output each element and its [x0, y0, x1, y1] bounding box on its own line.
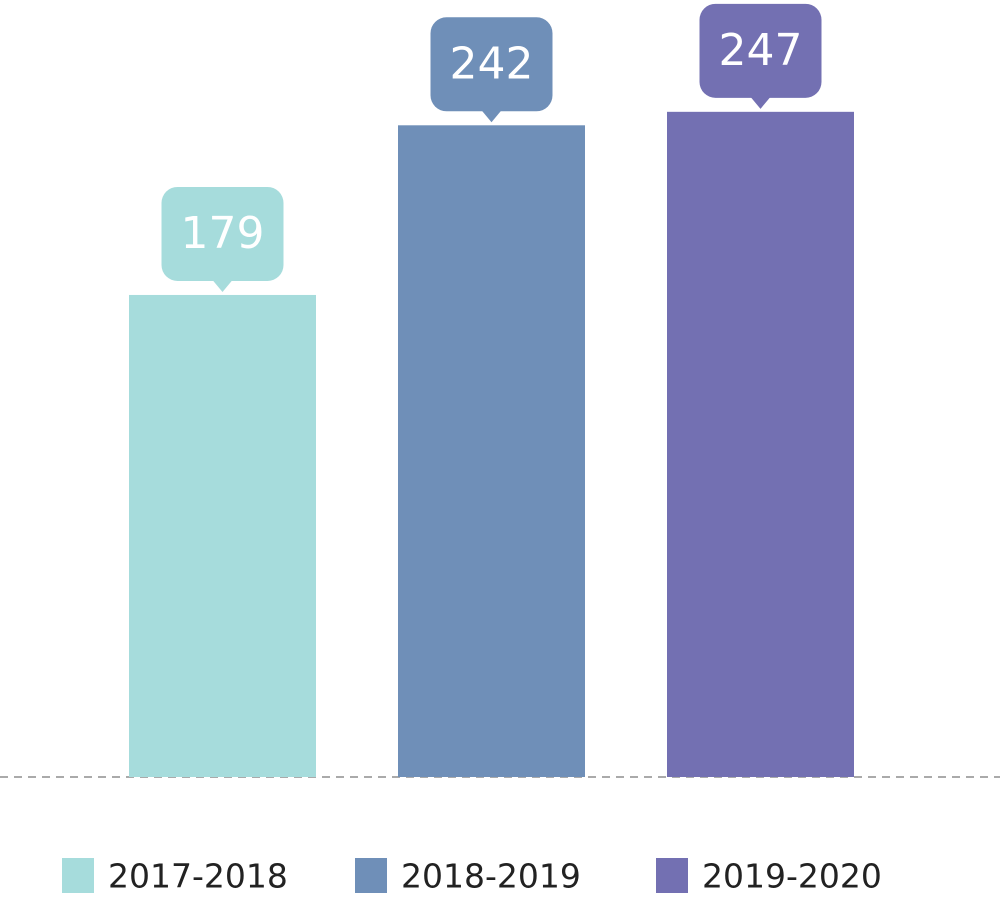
value-label: 179 [181, 208, 265, 259]
value-callout [430, 17, 553, 112]
callout-pointer [481, 110, 502, 123]
legend-label: 2017-2018 [108, 857, 288, 896]
legend-swatch [355, 858, 387, 893]
legend-label: 2019-2020 [702, 857, 882, 896]
bar [398, 125, 585, 777]
callout-pointer [212, 279, 233, 292]
legend-swatch [656, 858, 688, 893]
legend-label: 2018-2019 [401, 857, 581, 896]
value-callout [161, 186, 284, 281]
callout-pointer [750, 96, 771, 109]
legend-swatch [62, 858, 94, 893]
value-label: 242 [450, 38, 534, 89]
value-callout [699, 3, 822, 98]
bar [667, 111, 854, 778]
bar [129, 294, 316, 777]
value-label: 247 [719, 25, 803, 76]
